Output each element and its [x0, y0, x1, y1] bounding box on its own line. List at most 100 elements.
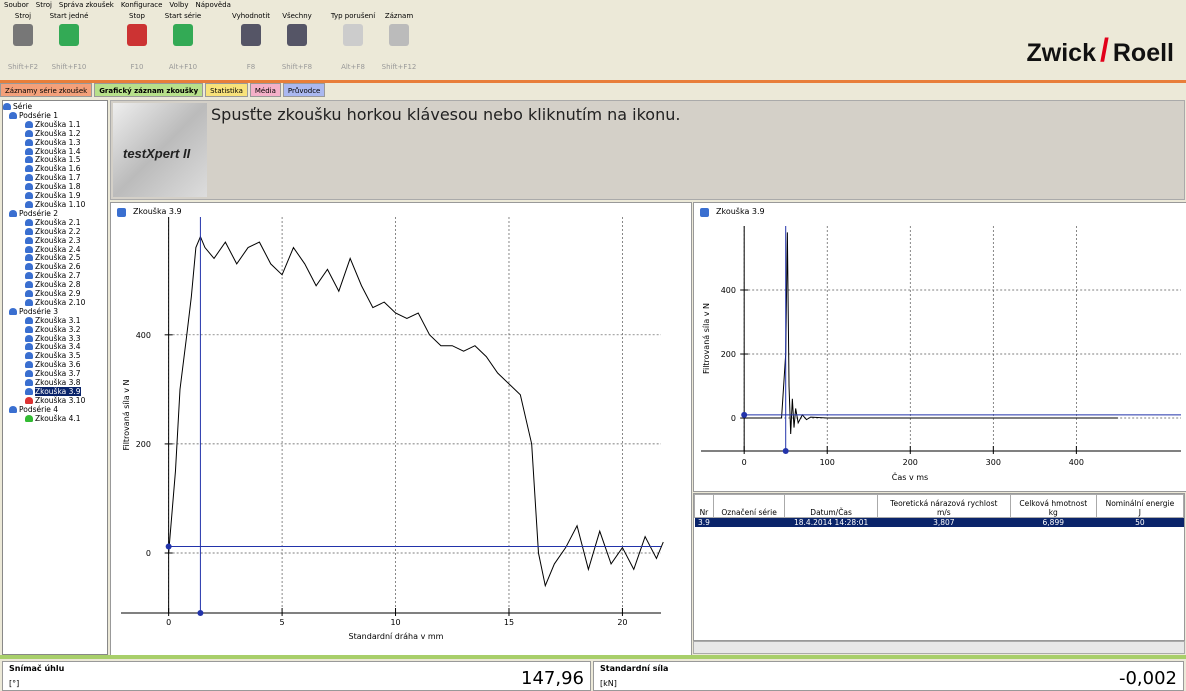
tree-label: Zkouška 2.5 [35, 253, 81, 262]
tree-label: Zkouška 3.2 [35, 325, 81, 334]
table-cell: 50 [1096, 518, 1183, 528]
tree-label: Zkouška 1.2 [35, 129, 81, 138]
tab[interactable]: Průvodce [283, 83, 325, 97]
menu-item[interactable]: Nápověda [195, 1, 230, 9]
tab[interactable]: Záznamy série zkoušek [0, 83, 92, 97]
header-text: Nominální energie [1106, 499, 1175, 508]
data-line [169, 237, 664, 586]
tree-label: Zkouška 1.3 [35, 138, 81, 147]
header-text: kg [1049, 508, 1058, 517]
brand-image: testXpert II [113, 103, 207, 197]
scrollbar[interactable] [693, 641, 1185, 654]
column-header: Nominální energieJ [1096, 495, 1183, 518]
x-tick-label: 20 [617, 618, 627, 627]
shortcut: Shift+F12 [376, 63, 422, 71]
tree-item[interactable]: Zkouška 4.1 [3, 415, 107, 424]
tree-label: Zkouška 3.1 [35, 316, 81, 325]
x-tick-label: 0 [742, 458, 747, 467]
logo-left: Zwick [1027, 39, 1096, 67]
button-icon [13, 24, 33, 46]
table-cell [713, 518, 785, 528]
x-tick-label: 0 [166, 618, 171, 627]
tree-label: Zkouška 3.8 [35, 378, 81, 387]
shortcut: Alt+F10 [160, 63, 206, 71]
tree-label: Zkouška 2.1 [35, 218, 81, 227]
tab[interactable]: Grafický záznam zkoušky [94, 83, 203, 97]
banner: testXpert II Spusťte zkoušku horkou kláv… [110, 100, 1185, 200]
shortcut: Shift+F10 [46, 63, 92, 71]
tree-label: Zkouška 1.8 [35, 182, 81, 191]
cursor-handle [783, 448, 789, 454]
header-text: Celková hmotnost [1019, 499, 1087, 508]
tree-label: Zkouška 1.5 [35, 155, 81, 164]
x-axis-label: Čas v ms [892, 471, 928, 482]
toolbar-button[interactable]: Stroj Shift+F2 [0, 10, 46, 78]
button-label: Start jedné [46, 12, 92, 20]
menu-item[interactable]: Volby [169, 1, 188, 9]
cursor-handle [166, 543, 172, 549]
shortcut: F8 [228, 63, 274, 71]
tree-label: Zkouška 1.9 [35, 191, 81, 200]
data-line [744, 232, 1118, 434]
tab[interactable]: Statistika [205, 83, 248, 97]
menu-item[interactable]: Správa zkoušek [59, 1, 114, 9]
y-tick-label: 0 [731, 414, 736, 423]
logo: Zwick/Roell [1027, 32, 1175, 69]
header-text: m/s [937, 508, 951, 517]
series-tree: SériePodsérie 1Zkouška 1.1Zkouška 1.2Zko… [2, 100, 108, 655]
menu-bar: Soubor Stroj Správa zkoušek Konfigurace Volb… [0, 0, 1186, 10]
shortcut: Shift+F2 [0, 63, 46, 71]
tab[interactable]: Média [250, 83, 281, 97]
column-header: Nr [695, 495, 714, 518]
banner-message: Spusťte zkoušku horkou klávesou nebo kli… [211, 105, 680, 124]
header-text: J [1139, 508, 1141, 517]
tree-label: Zkouška 3.9 [35, 387, 81, 396]
tree-label: Zkouška 4.1 [35, 414, 81, 423]
status-field: Standardní síla[kN]-0,002 [593, 661, 1184, 691]
x-tick-label: 400 [1069, 458, 1084, 467]
tree-label: Podsérie 4 [19, 405, 58, 414]
status-label: Snímač úhlu [9, 664, 64, 673]
menu-item[interactable]: Soubor [4, 1, 29, 9]
x-tick-label: 15 [504, 618, 514, 627]
tree-label: Zkouška 1.10 [35, 200, 85, 209]
button-label: Stroj [0, 12, 46, 20]
tree-label: Série [13, 102, 32, 111]
x-tick-label: 200 [903, 458, 918, 467]
tree-label: Zkouška 2.10 [35, 298, 85, 307]
shortcut: Alt+F8 [330, 63, 376, 71]
tab-bar: Záznamy série zkoušekGrafický záznam zko… [0, 83, 327, 97]
results-table: NrOznačení sérieDatum/ČasTeoretická nára… [693, 493, 1185, 641]
status-value: 147,96 [521, 668, 584, 689]
status-unit: [°] [9, 679, 19, 688]
y-axis-label: Filtrovaná síla v N [122, 379, 131, 450]
tree-label: Zkouška 2.8 [35, 280, 81, 289]
column-header: Označení série [713, 495, 785, 518]
menu-item[interactable]: Konfigurace [121, 1, 163, 9]
toolbar-button[interactable]: Start jedné Shift+F10 [46, 10, 92, 78]
x-tick-label: 300 [986, 458, 1001, 467]
app-window: Soubor Stroj Správa zkoušek Konfigurace Volb… [0, 0, 1186, 691]
header-text: Označení série [721, 508, 776, 517]
tree-label: Podsérie 3 [19, 307, 58, 316]
tree-label: Zkouška 3.3 [35, 334, 81, 343]
header-text: Teoretická nárazová rychlost [890, 499, 997, 508]
title-icon [700, 208, 709, 217]
tree-label: Zkouška 1.1 [35, 120, 81, 129]
chart-title: Zkouška 3.9 [716, 206, 765, 216]
x-tick-label: 100 [820, 458, 835, 467]
button-icon [389, 24, 409, 46]
table-cell: 6,899 [1010, 518, 1096, 528]
tree-label: Zkouška 1.7 [35, 173, 81, 182]
tree-label: Podsérie 1 [19, 111, 58, 120]
menu-item[interactable]: Stroj [36, 1, 52, 9]
table-cell: 18.4.2014 14:28:01 [785, 518, 878, 528]
